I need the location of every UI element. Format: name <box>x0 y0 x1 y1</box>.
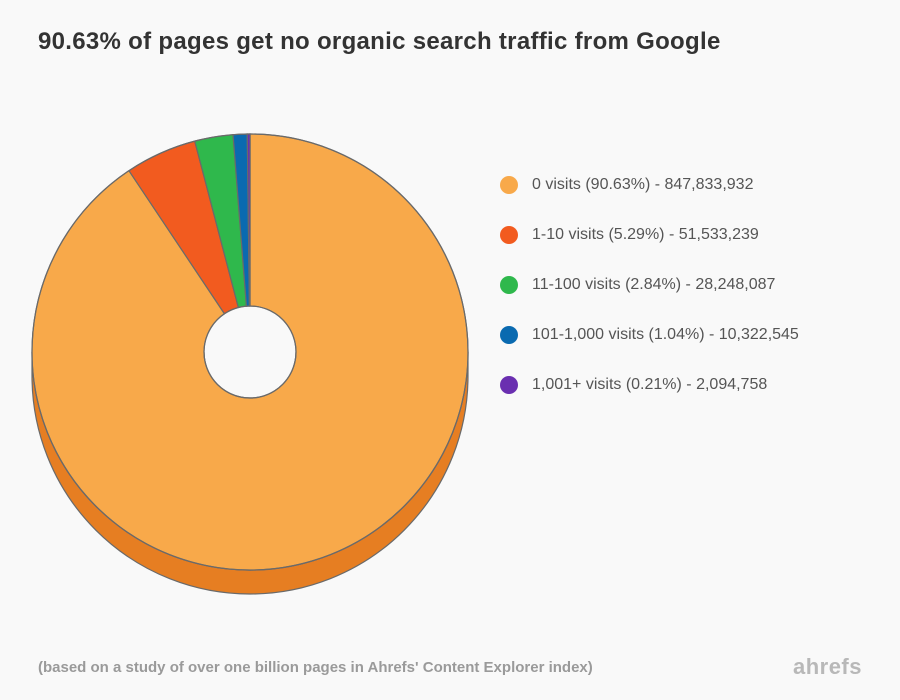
legend-item: 1,001+ visits (0.21%) - 2,094,758 <box>500 376 799 394</box>
legend-label: 101-1,000 visits (1.04%) - 10,322,545 <box>532 326 799 344</box>
legend-item: 1-10 visits (5.29%) - 51,533,239 <box>500 226 799 244</box>
legend-swatch <box>500 276 518 294</box>
legend-swatch <box>500 226 518 244</box>
chart-legend: 0 visits (90.63%) - 847,833,932 1-10 visi… <box>500 176 799 394</box>
legend-item: 11-100 visits (2.84%) - 28,248,087 <box>500 276 799 294</box>
legend-label: 1-10 visits (5.29%) - 51,533,239 <box>532 226 759 244</box>
donut-chart <box>18 90 498 610</box>
legend-label: 11-100 visits (2.84%) - 28,248,087 <box>532 276 775 294</box>
legend-item: 101-1,000 visits (1.04%) - 10,322,545 <box>500 326 799 344</box>
brand-label: ahrefs <box>793 654 862 680</box>
legend-swatch <box>500 176 518 194</box>
legend-label: 0 visits (90.63%) - 847,833,932 <box>532 176 753 194</box>
legend-swatch <box>500 376 518 394</box>
page-title: 90.63% of pages get no organic search tr… <box>38 28 721 56</box>
legend-label: 1,001+ visits (0.21%) - 2,094,758 <box>532 376 767 394</box>
legend-item: 0 visits (90.63%) - 847,833,932 <box>500 176 799 194</box>
legend-swatch <box>500 326 518 344</box>
footnote: (based on a study of over one billion pa… <box>38 659 593 676</box>
